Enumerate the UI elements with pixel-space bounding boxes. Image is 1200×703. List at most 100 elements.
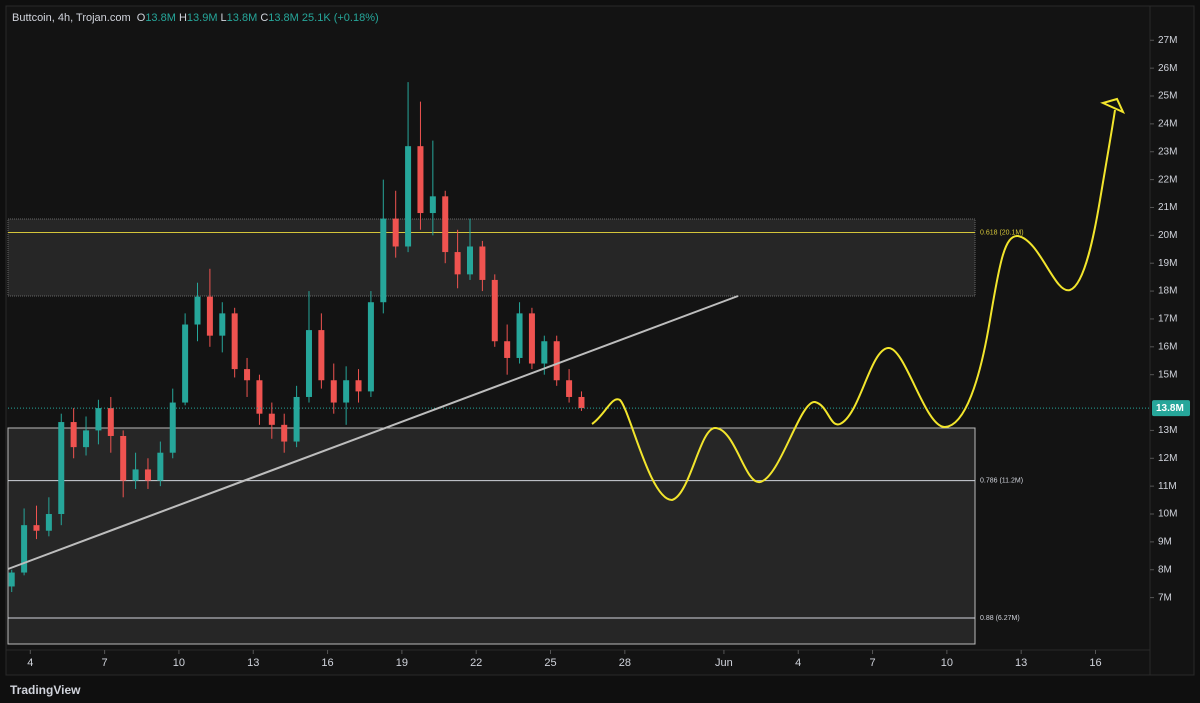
last-price-label: 13.8M [1156, 403, 1184, 414]
candle-body [429, 196, 436, 214]
y-tick-label: 24M [1158, 119, 1177, 130]
ohlc-value: 13.8M [226, 12, 258, 24]
fib-label: 0.88 (6.27M) [980, 615, 1020, 622]
candle-body [566, 380, 573, 397]
candle-body [343, 380, 350, 403]
candle-body [83, 430, 90, 448]
candle-body [318, 330, 325, 381]
y-tick-label: 26M [1158, 63, 1177, 74]
x-tick-label: 28 [619, 657, 631, 669]
supply-zone [7, 218, 976, 297]
candle-body [194, 296, 201, 325]
candle-body [479, 246, 486, 280]
candle-body [95, 408, 102, 431]
candle-body [21, 525, 28, 573]
candle-body [330, 380, 337, 403]
candle-body [219, 313, 226, 336]
y-tick-label: 22M [1158, 174, 1177, 185]
candle-body [454, 252, 461, 275]
candle-body [8, 572, 15, 587]
ohlc-key: O [136, 12, 146, 24]
y-tick-label: 12M [1158, 453, 1177, 464]
candle-body [541, 341, 548, 364]
candle-body [144, 469, 151, 481]
candle-body [442, 196, 449, 253]
candle-body [392, 218, 399, 247]
x-tick-label: 19 [396, 657, 408, 669]
candle-body [256, 380, 263, 414]
last-price-box [1152, 400, 1190, 417]
candle-body [120, 435, 127, 481]
candle-body [231, 313, 238, 370]
candle-body [281, 424, 288, 442]
ohlc-value: 13.8M [268, 12, 299, 24]
change: 25.1K (+0.18%) [301, 12, 379, 24]
y-tick-label: 11M [1158, 481, 1177, 492]
candle-body [578, 396, 585, 409]
candle-body [169, 402, 176, 453]
ohlc-key: L [220, 12, 227, 24]
candle-body [528, 313, 535, 364]
candle-body [467, 246, 474, 275]
candle-body [107, 408, 114, 436]
candle-body [244, 369, 251, 381]
x-tick-label: 7 [102, 657, 108, 669]
y-tick-label: 9M [1158, 537, 1172, 548]
candle-body [355, 380, 362, 392]
y-tick-label: 20M [1158, 230, 1177, 241]
candle-body [132, 469, 139, 481]
candle-body [45, 514, 52, 531]
y-tick-label: 8M [1158, 564, 1172, 575]
fib-label: 0.618 (20.1M) [980, 229, 1024, 236]
y-tick-label: 19M [1158, 258, 1177, 269]
y-tick-label: 23M [1158, 146, 1177, 157]
y-tick-label: 17M [1158, 314, 1177, 325]
candle-body [504, 341, 511, 358]
x-tick-label: 10 [941, 657, 953, 669]
demand-zone [7, 427, 976, 645]
y-tick-label: 21M [1158, 202, 1177, 213]
symbol-title: Buttcoin, 4h, Trojan.com [12, 12, 131, 24]
candle-body [157, 452, 164, 481]
candle-body [516, 313, 523, 358]
x-tick-label: Jun [715, 657, 733, 669]
candle-body [305, 330, 312, 397]
candle-body [491, 279, 498, 342]
y-tick-label: 15M [1158, 369, 1177, 380]
legend-header: Buttcoin, 4h, Trojan.com O13.8M H13.9M L… [12, 12, 379, 24]
x-tick-label: 25 [544, 657, 556, 669]
ohlc-key: C [260, 12, 269, 24]
projection-path [591, 109, 1116, 502]
candle-body [553, 341, 560, 381]
fib-label: 0.786 (11.2M) [980, 477, 1023, 484]
candle-body [58, 422, 65, 515]
x-tick-label: 13 [247, 657, 259, 669]
y-tick-label: 27M [1158, 35, 1177, 46]
candle-body [182, 324, 189, 403]
y-tick-label: 13M [1158, 425, 1177, 436]
candle-body [33, 525, 40, 531]
candle-body [268, 413, 275, 425]
x-tick-label: 16 [321, 657, 333, 669]
x-tick-label: 16 [1089, 657, 1101, 669]
y-tick-label: 16M [1158, 341, 1177, 352]
candle-body [417, 146, 424, 214]
x-tick-label: 4 [27, 657, 33, 669]
ohlc-value: 13.9M [186, 12, 218, 24]
candle-body [367, 302, 374, 392]
candle-body [293, 396, 300, 442]
candle-body [206, 296, 213, 336]
candle-body [380, 218, 387, 303]
x-tick-label: 10 [173, 657, 185, 669]
projection-arrowhead [1100, 97, 1126, 115]
x-tick-label: 4 [795, 657, 801, 669]
trendline [7, 295, 739, 570]
ohlc-value: 13.8M [145, 12, 176, 24]
candle-body [405, 146, 412, 247]
x-tick-label: 22 [470, 657, 482, 669]
y-tick-label: 10M [1158, 509, 1177, 520]
brand: TradingView [10, 683, 81, 697]
x-tick-label: 13 [1015, 657, 1027, 669]
y-tick-label: 18M [1158, 286, 1177, 297]
